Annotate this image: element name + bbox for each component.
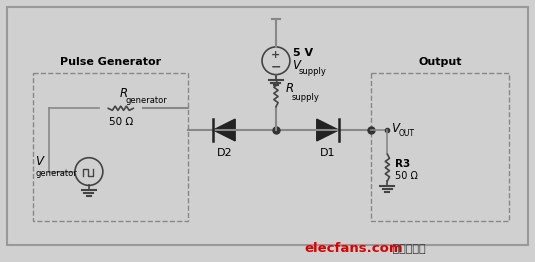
Text: $R$: $R$ — [285, 82, 294, 95]
Text: 50 Ω: 50 Ω — [395, 171, 418, 181]
Polygon shape — [317, 119, 339, 141]
Text: 5 V: 5 V — [293, 48, 313, 58]
Text: $V$: $V$ — [292, 59, 303, 72]
Text: 电子发烧友: 电子发烧友 — [389, 244, 426, 254]
Polygon shape — [213, 119, 235, 141]
Text: −: − — [271, 60, 281, 73]
Text: $V$: $V$ — [392, 122, 402, 134]
Text: Output: Output — [418, 57, 462, 67]
Text: $V$: $V$ — [35, 155, 46, 168]
Bar — [371, 73, 509, 221]
Text: supply: supply — [292, 93, 320, 102]
Text: Pulse Generator: Pulse Generator — [60, 57, 162, 67]
Text: supply: supply — [299, 67, 327, 76]
Text: D2: D2 — [217, 148, 232, 158]
Text: $R$: $R$ — [119, 87, 128, 100]
Text: OUT: OUT — [399, 129, 414, 139]
Text: +: + — [271, 50, 280, 60]
Text: 50 Ω: 50 Ω — [109, 117, 133, 127]
Bar — [33, 73, 188, 221]
Text: D1: D1 — [320, 148, 335, 158]
Text: R3: R3 — [395, 159, 410, 169]
Text: elecfans.com: elecfans.com — [305, 242, 403, 255]
Text: generator: generator — [35, 169, 77, 178]
Text: generator: generator — [126, 96, 167, 105]
